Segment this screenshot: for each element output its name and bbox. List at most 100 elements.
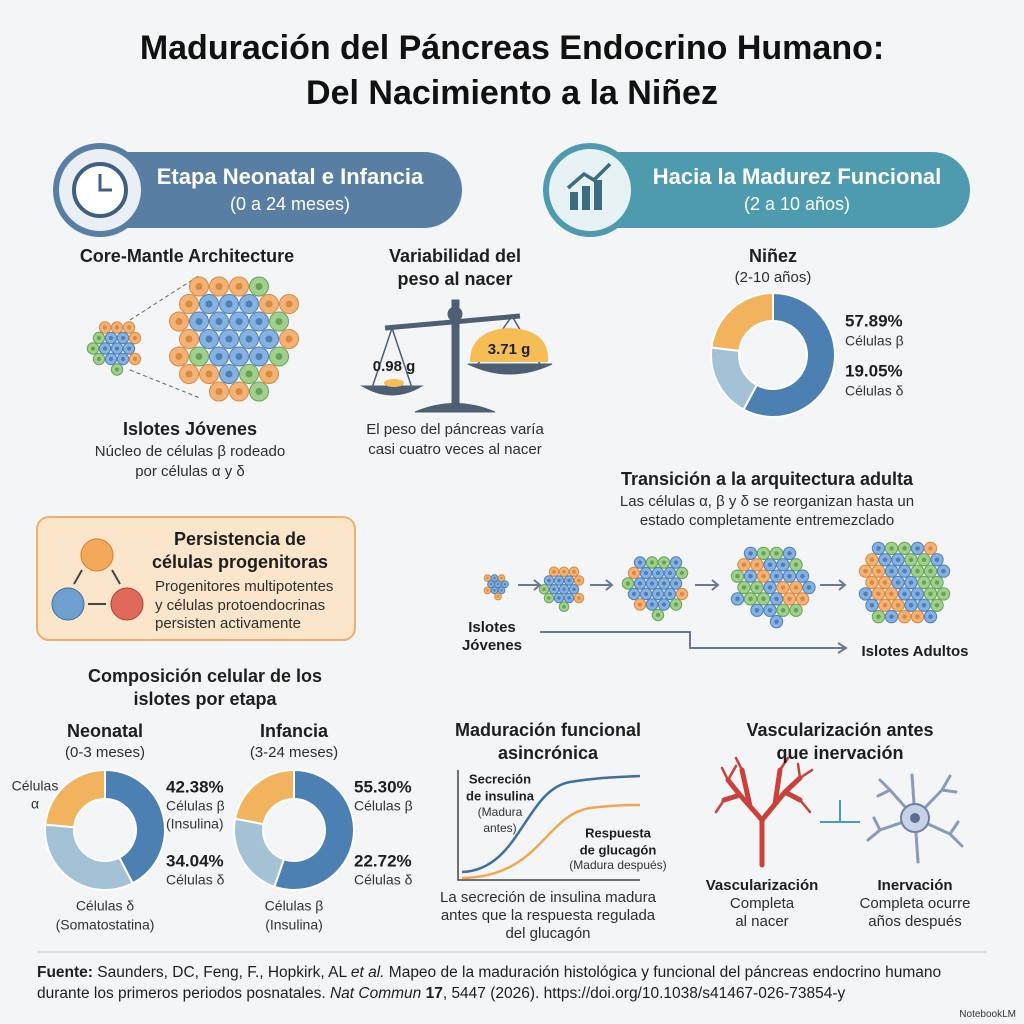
cell-nucleus [661, 602, 667, 607]
article: Mapeo de la maduración histológica y fun… [37, 964, 942, 1002]
cell-nucleus [889, 591, 894, 597]
neuron [866, 773, 964, 864]
cell-nucleus [567, 596, 571, 600]
zoom-lines [129, 274, 201, 399]
segment-name: Células δ [354, 872, 413, 888]
stage-title: Hacia la Madurez Funcional [653, 164, 942, 189]
cell-nucleus [800, 573, 805, 579]
cell-nucleus [673, 581, 679, 586]
pancreas-weight [384, 379, 404, 387]
donut-segment [273, 768, 355, 891]
cell-nucleus [96, 356, 102, 362]
section-title: Persistencia de [174, 529, 306, 549]
cell-nucleus [941, 568, 946, 574]
arrow [695, 579, 720, 591]
cell-nucleus [882, 580, 888, 585]
cell-nucleus [126, 325, 132, 330]
section-title: que inervación [776, 743, 903, 763]
cell-nucleus [895, 557, 901, 563]
cell-nucleus [255, 318, 263, 325]
cell-nucleus [225, 335, 233, 343]
cell-nucleus [928, 591, 933, 597]
et-al: et al. [350, 964, 385, 981]
donut-title: Infancia [260, 721, 329, 741]
range: (0-3 meses) [65, 744, 145, 761]
cell-nucleus [175, 318, 183, 325]
cell-nucleus [876, 591, 881, 597]
cell-nucleus [649, 560, 655, 565]
cell-nucleus [643, 591, 649, 597]
cell-nucleus [215, 388, 223, 395]
cell-nucleus [780, 562, 786, 568]
cell-nucleus [631, 570, 637, 576]
cell-nucleus [493, 589, 496, 592]
description: El peso del páncreas varía [366, 421, 544, 438]
curve-note: (Madura [478, 805, 523, 819]
cell-nucleus [928, 614, 933, 619]
segment-name: Células β [354, 798, 413, 814]
cell-nucleus [915, 591, 920, 597]
cell-nucleus [114, 325, 120, 330]
description: por células α y δ [135, 463, 245, 480]
cell-nucleus [735, 573, 740, 579]
description: estado completamente entremezclado [640, 512, 894, 529]
description: Completa ocurre [860, 895, 971, 912]
section-title: Composición celular de los [88, 666, 322, 686]
cell-nucleus [255, 283, 263, 290]
cell-nucleus [895, 602, 901, 608]
label: Jóvenes [462, 637, 522, 654]
cell-nucleus [882, 557, 888, 563]
cell-nucleus [205, 335, 213, 343]
cell-nucleus [114, 346, 120, 351]
label: Islotes Adultos [862, 643, 969, 660]
cell-nucleus [225, 370, 233, 378]
cell-nucleus [787, 551, 792, 556]
progenitor-cell [110, 587, 144, 621]
cell-nucleus [285, 335, 293, 343]
cell-nucleus [800, 596, 805, 602]
cell-nucleus [108, 356, 114, 362]
cell-nucleus [649, 602, 655, 607]
cell-nucleus [215, 318, 223, 325]
cell-nucleus [761, 596, 766, 602]
cell-nucleus [667, 570, 673, 576]
cell-nucleus [562, 587, 566, 591]
cell-nucleus [889, 614, 894, 619]
citation: , 5447 (2026). https://doi.org/10.1038/s… [442, 985, 846, 1002]
stage-banner [60, 152, 462, 228]
cell-nucleus [557, 596, 561, 600]
value-label: 34.04% [166, 851, 224, 870]
cell-nucleus [882, 602, 888, 608]
range: (2-10 años) [735, 269, 812, 286]
cell-nucleus [132, 335, 138, 341]
cell-nucleus [754, 607, 760, 613]
description: persisten activamente [155, 615, 301, 632]
description: al nacer [735, 913, 788, 930]
cell-nucleus [245, 370, 253, 378]
journal: Nat Commun [329, 985, 422, 1002]
value-label: 42.38% [166, 777, 224, 796]
segment-name: Células δ [845, 383, 904, 399]
cell-nucleus [774, 551, 779, 556]
cell-nucleus [175, 353, 183, 360]
cell-nucleus [679, 570, 685, 576]
cell-nucleus [235, 388, 243, 395]
cell-nucleus [787, 596, 792, 602]
description: Completa [730, 895, 795, 912]
cell-nucleus [265, 335, 273, 343]
cell-nucleus [493, 576, 496, 580]
cell-nucleus [774, 619, 779, 624]
cell-nucleus [215, 353, 223, 360]
curve-note: (Madura después) [569, 858, 666, 872]
islet [858, 541, 951, 624]
value-label: 57.89% [845, 311, 903, 330]
cell-nucleus [577, 596, 581, 600]
cell-nucleus [255, 353, 263, 360]
cell-nucleus [486, 576, 489, 580]
volume: 17 [425, 985, 443, 1002]
cell-nucleus [921, 580, 927, 585]
cell-nucleus [235, 318, 243, 325]
cell-nucleus [928, 546, 933, 551]
cell-nucleus [748, 596, 753, 602]
